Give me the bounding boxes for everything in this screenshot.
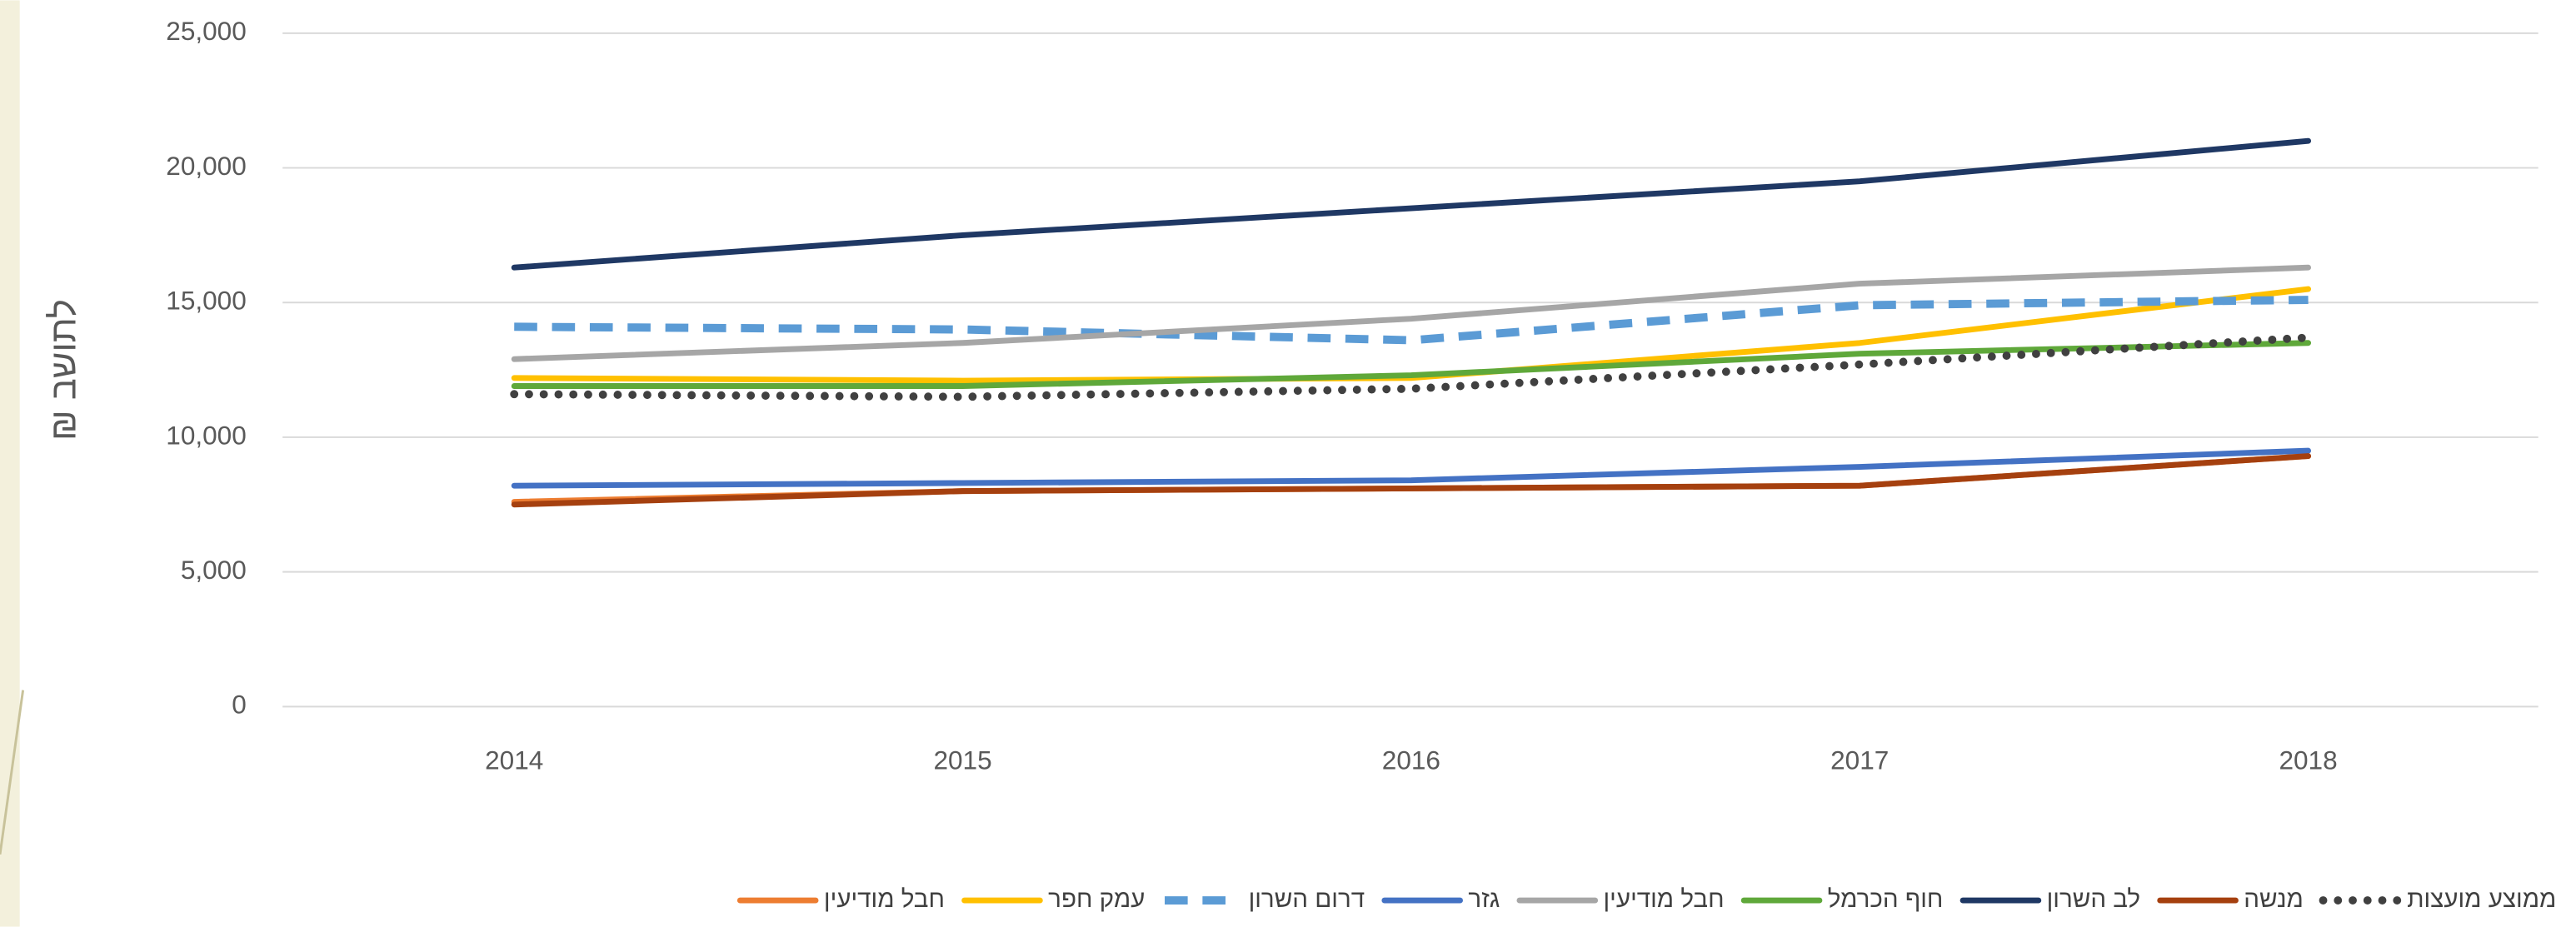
x-tick-label: 2017 [1830,745,1889,775]
slide-decoration [0,690,25,855]
legend-label: חבל מודיעין [1604,885,1725,913]
x-tick-label: 2014 [485,745,543,775]
x-tick-label: 2018 [2279,745,2337,775]
y-tick-label: 25,000 [166,16,246,46]
legend-label: עמק חפר [1048,885,1145,913]
series-line [511,340,2312,389]
legend-label: חוף הכרמל [1828,885,1944,913]
legend-label: גזר [1468,885,1500,913]
series-line [511,447,2312,489]
legend-label: חבל מודיעין [824,885,945,913]
legend-label: דרום השרון [1249,885,1365,913]
series-line [511,137,2312,271]
legend-label: מנשה [2244,885,2304,913]
series-line [511,453,2312,508]
y-tick-label: 0 [232,690,247,720]
x-tick-label: 2015 [933,745,991,775]
y-tick-label: 5,000 [181,555,247,585]
y-tick-label: 15,000 [166,286,246,316]
x-tick-label: 2016 [1382,745,1440,775]
series-line [510,333,2313,401]
y-axis-title: ₪ לתושב [43,299,83,441]
series-line [514,296,2309,345]
slide-edge [0,0,20,927]
legend-label: לב השרון [2047,885,2140,913]
series-line [511,264,2312,362]
y-tick-label: 10,000 [166,420,246,450]
y-tick-label: 20,000 [166,151,246,181]
legend-label: ממוצע מועצות [2407,885,2556,913]
